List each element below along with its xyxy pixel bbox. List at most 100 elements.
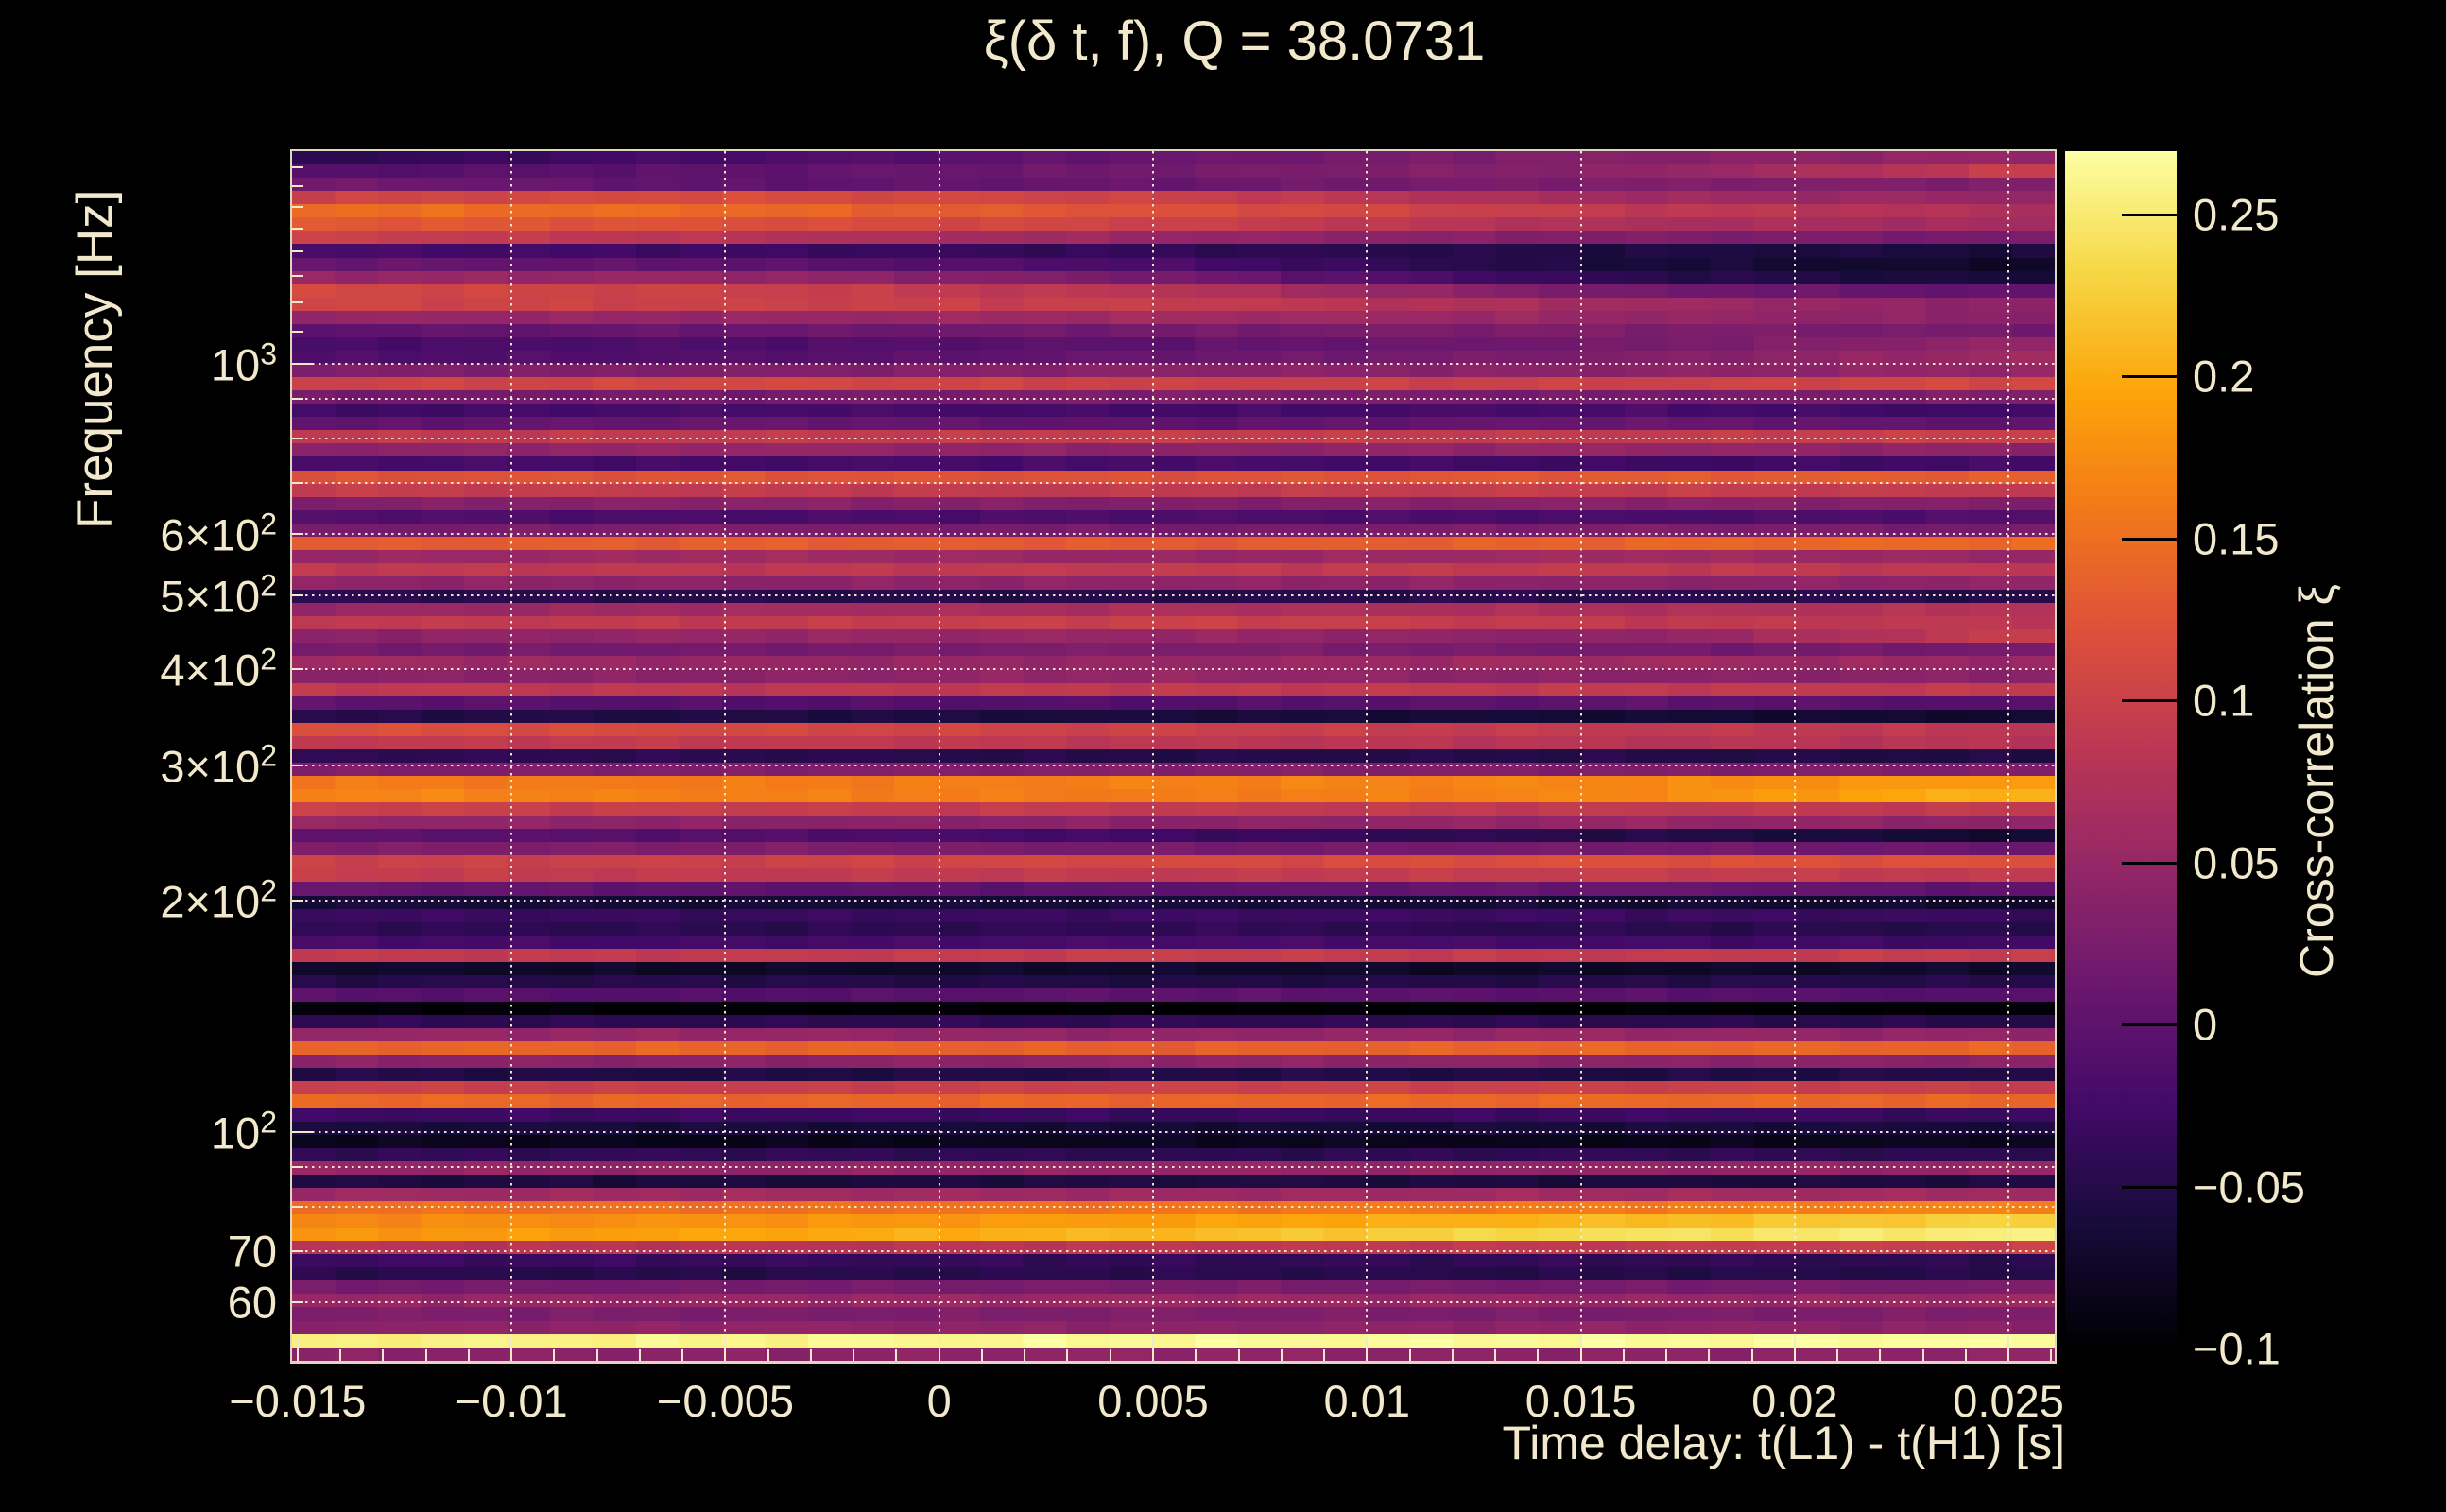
x-major-tick — [1579, 1338, 1582, 1361]
x-minor-tick — [1665, 1349, 1668, 1361]
colorbar-tick — [2122, 213, 2177, 216]
heatmap-row — [292, 456, 2055, 471]
heatmap-row — [292, 270, 2055, 284]
x-minor-tick — [1451, 1349, 1454, 1361]
colorbar-tick — [2122, 1023, 2177, 1027]
heatmap-row — [292, 643, 2055, 657]
x-minor-tick — [1964, 1349, 1967, 1361]
x-minor-tick — [339, 1349, 342, 1361]
heatmap-row — [292, 164, 2055, 179]
y-minor-tick — [292, 437, 303, 439]
heatmap-row — [292, 470, 2055, 484]
heatmap-row — [292, 1055, 2055, 1069]
x-minor-tick — [1408, 1349, 1411, 1361]
heatmap-row — [292, 350, 2055, 364]
heatmap-row — [292, 1228, 2055, 1242]
y-gridline — [292, 1205, 2055, 1208]
y-major-tick — [292, 1131, 313, 1134]
x-major-tick — [2007, 1338, 2010, 1361]
colorbar-tick-label: 0 — [2193, 999, 2218, 1050]
x-minor-tick — [809, 1349, 812, 1361]
heatmap-row — [292, 377, 2055, 391]
colorbar-tick-label: 0.15 — [2193, 513, 2280, 564]
colorbar-tick-label: 0.1 — [2193, 675, 2255, 726]
y-minor-tick — [292, 301, 303, 304]
y-tick-label: 70 — [227, 1226, 277, 1277]
heatmap-row — [292, 829, 2055, 843]
heatmap-row — [292, 204, 2055, 218]
x-minor-tick — [853, 1349, 855, 1361]
heatmap-row — [292, 576, 2055, 591]
x-major-tick — [296, 1338, 299, 1361]
x-major-tick — [1152, 1338, 1154, 1361]
heatmap-row — [292, 921, 2055, 936]
heatmap-row — [292, 231, 2055, 245]
heatmap-row — [292, 709, 2055, 723]
heatmap-row — [292, 748, 2055, 763]
y-minor-tick — [292, 227, 303, 230]
heatmap-row — [292, 669, 2055, 683]
y-gridline — [292, 1249, 2055, 1252]
x-minor-tick — [1622, 1349, 1625, 1361]
heatmap-row — [292, 178, 2055, 192]
plot-frame — [290, 149, 2057, 1364]
colorbar-tick — [2122, 861, 2177, 865]
x-tick-label: 0.02 — [1751, 1376, 1838, 1426]
colorbar-tick — [2122, 699, 2177, 703]
x-major-tick — [1366, 1338, 1369, 1361]
y-minor-tick — [292, 331, 303, 334]
y-gridline — [292, 1166, 2055, 1169]
heatmap-row — [292, 1134, 2055, 1148]
heatmap-row — [292, 603, 2055, 617]
x-gridline — [724, 151, 727, 1361]
heatmap-row — [292, 696, 2055, 710]
y-tick-exponent: 2 — [260, 873, 277, 908]
y-major-tick — [292, 362, 313, 365]
heatmap-row — [292, 1147, 2055, 1161]
heatmap-row — [292, 1214, 2055, 1228]
y-tick-label: 60 — [227, 1277, 277, 1328]
grid-overlay — [292, 151, 2055, 1361]
heatmap-row — [292, 802, 2055, 816]
heatmap-row — [292, 656, 2055, 670]
y-minor-tick — [292, 1249, 303, 1252]
y-minor-tick — [292, 533, 303, 536]
y-tick-exponent: 2 — [260, 568, 277, 603]
figure-title: ξ(δ t, f), Q = 38.0731 — [983, 10, 1486, 72]
x-minor-tick — [1237, 1349, 1240, 1361]
y-minor-tick — [292, 765, 303, 767]
y-minor-tick — [292, 481, 303, 484]
x-minor-tick — [980, 1349, 983, 1361]
heatmap-row — [292, 1028, 2055, 1042]
y-tick-label: 102 — [210, 1105, 277, 1159]
heatmap-row — [292, 417, 2055, 431]
x-minor-tick — [1537, 1349, 1540, 1361]
x-minor-tick — [382, 1349, 385, 1361]
colorbar-tick-label: 0.05 — [2193, 837, 2280, 888]
colorbar-tick — [2122, 375, 2177, 379]
heatmap-row — [292, 722, 2055, 736]
y-minor-tick — [292, 1166, 303, 1169]
x-gridline — [1793, 151, 1796, 1361]
heatmap-row — [292, 549, 2055, 563]
colorbar-tick — [2122, 1185, 2177, 1189]
heatmap-row — [292, 1280, 2055, 1295]
heatmap-row — [292, 496, 2055, 510]
x-minor-tick — [1195, 1349, 1197, 1361]
x-minor-tick — [2050, 1349, 2053, 1361]
heatmap-row — [292, 789, 2055, 803]
heatmap-row — [292, 682, 2055, 696]
heatmap-row — [292, 217, 2055, 232]
heatmap-row — [292, 1068, 2055, 1082]
x-minor-tick — [1836, 1349, 1839, 1361]
x-gridline — [1579, 151, 1582, 1361]
y-minor-tick — [292, 205, 303, 208]
y-gridline — [292, 481, 2055, 484]
y-gridline — [292, 398, 2055, 401]
y-gridline — [292, 765, 2055, 767]
x-tick-label: 0 — [926, 1376, 952, 1426]
x-major-tick — [724, 1338, 727, 1361]
heatmap-row — [292, 948, 2055, 962]
y-tick-label: 4×102 — [160, 643, 277, 696]
